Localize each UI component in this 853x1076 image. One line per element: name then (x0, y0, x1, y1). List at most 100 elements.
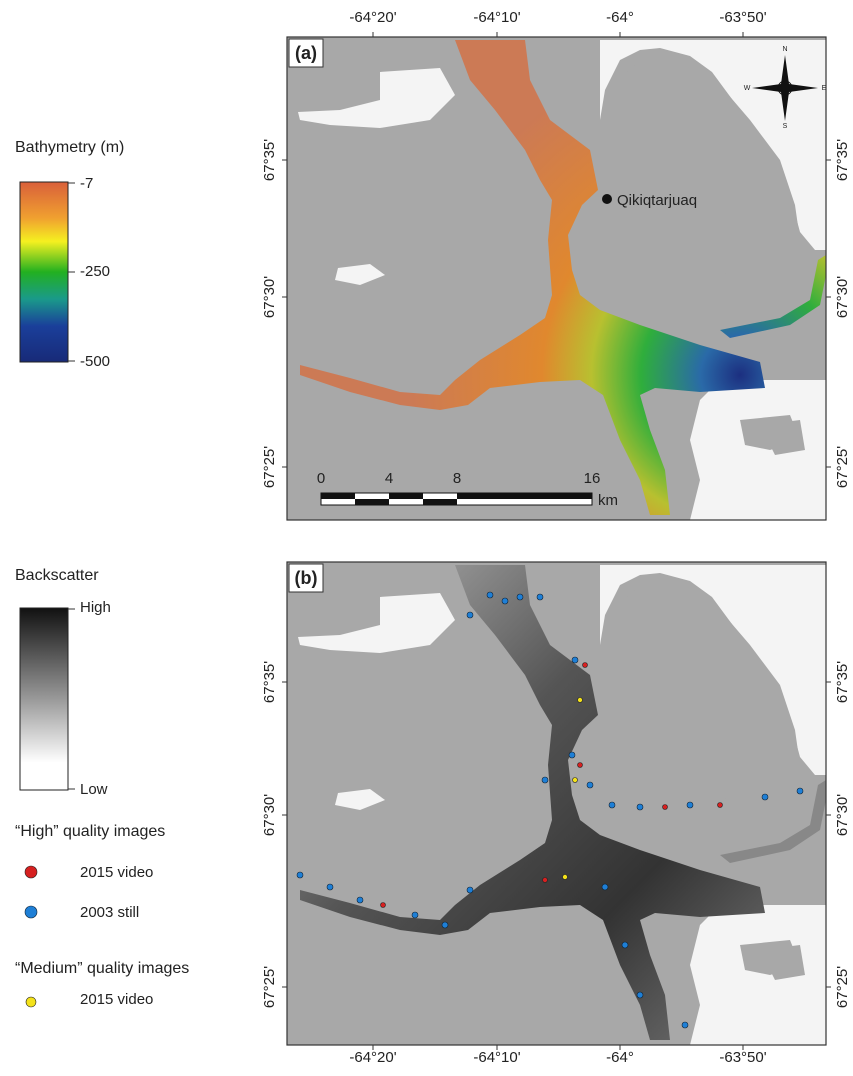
site-2003-still (637, 992, 643, 998)
colorbar-label: -250 (80, 263, 110, 280)
legend-title: Bathymetry (m) (15, 139, 124, 156)
legend-item: 2003 still (80, 904, 139, 921)
site-2003-still (682, 1022, 688, 1028)
site-2003-still (442, 922, 448, 928)
scale-label: 0 (317, 470, 325, 487)
site-2003-still (687, 802, 693, 808)
scale-bar-segment (321, 493, 355, 499)
site-medium-2015-video (563, 875, 568, 880)
scale-unit: km (598, 492, 618, 509)
colorbar-label: Low (80, 781, 108, 798)
scale-bar-segment (355, 499, 389, 505)
compass-n: N (782, 46, 787, 53)
colorbar-ticks (68, 609, 75, 789)
place-marker (602, 194, 612, 204)
site-2015-video (578, 763, 583, 768)
longitude-label: -64° (606, 1049, 634, 1066)
site-2015-video (543, 878, 548, 883)
scale-label: 16 (584, 470, 601, 487)
colorbar (20, 182, 68, 362)
panel-label: (b) (295, 568, 318, 588)
latitude-label: 67°35' (834, 139, 851, 181)
scale-bar-segment (423, 499, 457, 505)
longitude-label: -63°50' (719, 9, 766, 26)
scale-bar-segment (389, 493, 423, 499)
panel-label: (a) (295, 43, 317, 63)
site-2015-video (663, 805, 668, 810)
latitude-label: 67°30' (261, 794, 278, 836)
map-b-content (287, 562, 826, 1045)
site-2003-still (637, 804, 643, 810)
longitude-label: -64°10' (473, 1049, 520, 1066)
site-2003-still (797, 788, 803, 794)
panel-b: (b) (287, 562, 826, 1045)
colorbar-label: -7 (80, 175, 93, 192)
compass-e: E (822, 85, 827, 92)
site-2003-still (327, 884, 333, 890)
map-b (287, 562, 826, 1045)
latitude-label: 67°30' (834, 276, 851, 318)
site-2003-still (569, 752, 575, 758)
site-2015-video (718, 803, 723, 808)
scale-label: 4 (385, 470, 393, 487)
colorbar-label: -500 (80, 353, 110, 370)
site-medium-2015-video (578, 698, 583, 703)
longitude-label: -64°20' (349, 1049, 396, 1066)
latitude-label: 67°35' (261, 139, 278, 181)
site-2003-still (542, 777, 548, 783)
bathymetry-legend: Bathymetry (m) -7 -250 -500 (15, 139, 124, 370)
longitude-label: -64° (606, 9, 634, 26)
site-2003-still (502, 598, 508, 604)
scale-label: 8 (453, 470, 461, 487)
image-legend: “High” quality images 2015 video 2003 st… (15, 823, 189, 1008)
longitude-label: -63°50' (719, 1049, 766, 1066)
site-2003-still (412, 912, 418, 918)
colorbar-label: High (80, 599, 111, 616)
compass-w: W (744, 85, 751, 92)
site-2003-still (357, 897, 363, 903)
legend-swatch (25, 866, 37, 878)
site-2003-still (587, 782, 593, 788)
site-2003-still (467, 887, 473, 893)
legend-swatch (26, 997, 36, 1007)
latitude-label: 67°30' (261, 276, 278, 318)
backscatter-legend: Backscatter High Low (15, 567, 111, 798)
latitude-label: 67°25' (261, 446, 278, 488)
latitude-label: 67°30' (834, 794, 851, 836)
legend-title: “High” quality images (15, 823, 165, 840)
site-2003-still (467, 612, 473, 618)
site-2003-still (572, 657, 578, 663)
colorbar (20, 608, 68, 790)
latitude-label: 67°35' (261, 661, 278, 703)
site-2003-still (487, 592, 493, 598)
legend-title: “Medium” quality images (15, 960, 189, 977)
legend-item: 2015 video (80, 991, 153, 1008)
legend-item: 2015 video (80, 864, 153, 881)
scale-bar-segment (457, 493, 592, 499)
site-2015-video (381, 903, 386, 908)
legend-swatch (25, 906, 37, 918)
site-2003-still (622, 942, 628, 948)
longitude-label: -64°10' (473, 9, 520, 26)
page: (a) Qikiqtarjuaq N S E W 0 4 8 16 km (0, 0, 853, 1076)
colorbar-ticks (68, 183, 75, 361)
figure: (a) Qikiqtarjuaq N S E W 0 4 8 16 km (0, 0, 853, 1071)
site-2003-still (537, 594, 543, 600)
latitude-label: 67°35' (834, 661, 851, 703)
site-2003-still (297, 872, 303, 878)
panel-a: (a) Qikiqtarjuaq N S E W 0 4 8 16 km (287, 37, 827, 520)
site-medium-2015-video (573, 778, 578, 783)
longitude-label: -64°20' (349, 9, 396, 26)
latitude-label: 67°25' (261, 966, 278, 1008)
site-2003-still (517, 594, 523, 600)
site-2003-still (762, 794, 768, 800)
site-2003-still (602, 884, 608, 890)
latitude-label: 67°25' (834, 446, 851, 488)
legend-title: Backscatter (15, 567, 99, 584)
site-2003-still (609, 802, 615, 808)
map-a (287, 37, 826, 520)
compass-s: S (783, 123, 788, 130)
place-label: Qikiqtarjuaq (617, 192, 697, 209)
site-2015-video (583, 663, 588, 668)
latitude-label: 67°25' (834, 966, 851, 1008)
